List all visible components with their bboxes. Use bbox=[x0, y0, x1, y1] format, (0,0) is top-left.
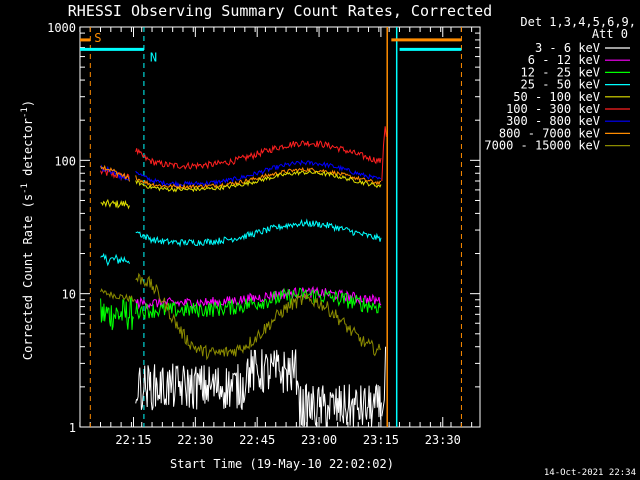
y-tick-label: 1000 bbox=[47, 21, 76, 35]
y-axis-label: Corrected Count Rate (s-1 detector-1) bbox=[20, 100, 35, 360]
flare-spike-100-300 bbox=[381, 126, 387, 182]
series-25-50-pre bbox=[100, 252, 130, 267]
legend-label: 25 - 50 keV bbox=[521, 78, 600, 92]
plot-frame bbox=[79, 26, 481, 428]
x-tick-label: 23:15 bbox=[363, 433, 399, 447]
x-tick-label: 23:00 bbox=[301, 433, 337, 447]
legend-label: 100 - 300 keV bbox=[506, 102, 600, 116]
series-800-7000-pre bbox=[100, 164, 130, 182]
legend-label: 50 - 100 keV bbox=[513, 90, 600, 104]
legend-header-attenuator: Att 0 bbox=[592, 27, 628, 41]
flare-spike-3-6 bbox=[381, 346, 387, 417]
series-50-100 bbox=[135, 169, 382, 193]
y-tick-label: 100 bbox=[54, 154, 76, 168]
chart-title: RHESSI Observing Summary Count Rates, Co… bbox=[68, 2, 492, 20]
series-300-800 bbox=[135, 159, 382, 188]
legend-label: 6 - 12 keV bbox=[528, 53, 600, 67]
legend-header-detectors: Det 1,3,4,5,6,9, bbox=[520, 15, 636, 29]
series-800-7000 bbox=[135, 166, 382, 190]
series-50-100-pre bbox=[100, 198, 130, 210]
series-7000-15000 bbox=[135, 272, 382, 361]
legend-label: 12 - 25 keV bbox=[521, 65, 600, 79]
x-tick-label: 22:45 bbox=[239, 433, 275, 447]
series-12-25 bbox=[135, 287, 382, 320]
x-tick-label: 23:30 bbox=[425, 433, 461, 447]
series-3-6 bbox=[135, 349, 382, 428]
x-tick-label: 22:15 bbox=[115, 433, 151, 447]
x-axis-label: Start Time (19-May-10 22:02:02) bbox=[170, 457, 394, 471]
series-6-12 bbox=[135, 285, 382, 310]
x-tick-label: 22:30 bbox=[177, 433, 213, 447]
series-100-300 bbox=[135, 140, 382, 171]
legend-label: 300 - 800 keV bbox=[506, 114, 600, 128]
y-tick-label: 10 bbox=[62, 288, 76, 302]
legend-label: 3 - 6 keV bbox=[535, 41, 600, 55]
series-12-25-pre bbox=[100, 296, 135, 331]
marker-label-s: S bbox=[94, 31, 101, 45]
footer-date: 14-Oct-2021 22:34 bbox=[544, 468, 636, 478]
series-7000-15000-pre bbox=[100, 288, 136, 303]
marker-label-n: N bbox=[150, 50, 157, 64]
y-tick-label: 1 bbox=[69, 421, 76, 435]
legend-label: 7000 - 15000 keV bbox=[484, 139, 600, 153]
plot-area: 1 10 100 1000 22:15 22:30 22:45 23:00 23:15 23:30… bbox=[47, 21, 481, 447]
legend-label: 800 - 7000 keV bbox=[499, 126, 600, 140]
series-25-50 bbox=[135, 218, 382, 248]
